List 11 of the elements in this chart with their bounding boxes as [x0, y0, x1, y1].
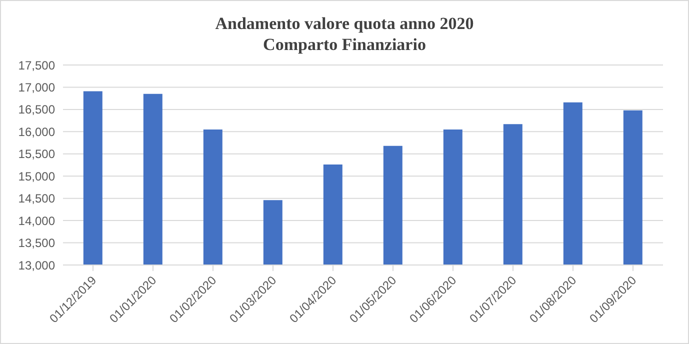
y-tick-label: 13,500 — [18, 236, 56, 250]
y-tick-label: 15,000 — [18, 169, 56, 184]
chart-title: Andamento valore quota anno 2020 Comparto Finanziario — [214, 13, 475, 55]
y-tick-label: 15,500 — [18, 147, 56, 162]
y-tick-label: 17,000 — [18, 80, 56, 94]
y-tick-label: 17,500 — [18, 58, 56, 72]
y-tick-label: 14,500 — [18, 192, 56, 206]
y-tick-label: 14,000 — [18, 214, 56, 228]
y-tick-label: 13,000 — [18, 258, 56, 272]
y-tick-label: 16,000 — [18, 124, 56, 139]
y-tick-label: 16,500 — [18, 102, 56, 117]
